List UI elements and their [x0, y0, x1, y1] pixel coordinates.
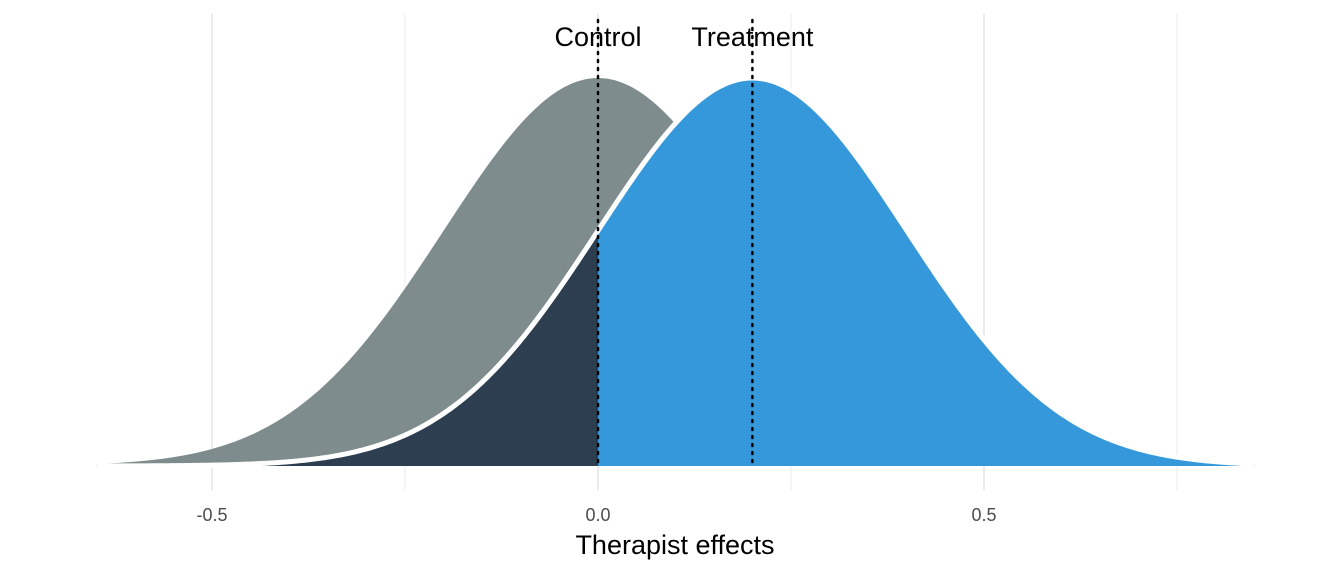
reference-label-control: Control [554, 22, 641, 52]
reference-label-treatment: Treatment [691, 22, 814, 52]
treatment-density-area [96, 78, 1255, 466]
x-axis-ticks: -0.5 0.0 0.5 [196, 505, 996, 525]
x-tick-label: -0.5 [196, 505, 227, 525]
reference-lines: Control Treatment [554, 18, 814, 468]
x-axis-title: Therapist effects [575, 530, 774, 560]
density-areas [96, 75, 1255, 469]
x-tick-label: 0.0 [585, 505, 610, 525]
treatment-density-outline [96, 75, 1255, 469]
treatment-shaded-region [96, 230, 598, 466]
x-tick-label: 0.5 [971, 505, 996, 525]
